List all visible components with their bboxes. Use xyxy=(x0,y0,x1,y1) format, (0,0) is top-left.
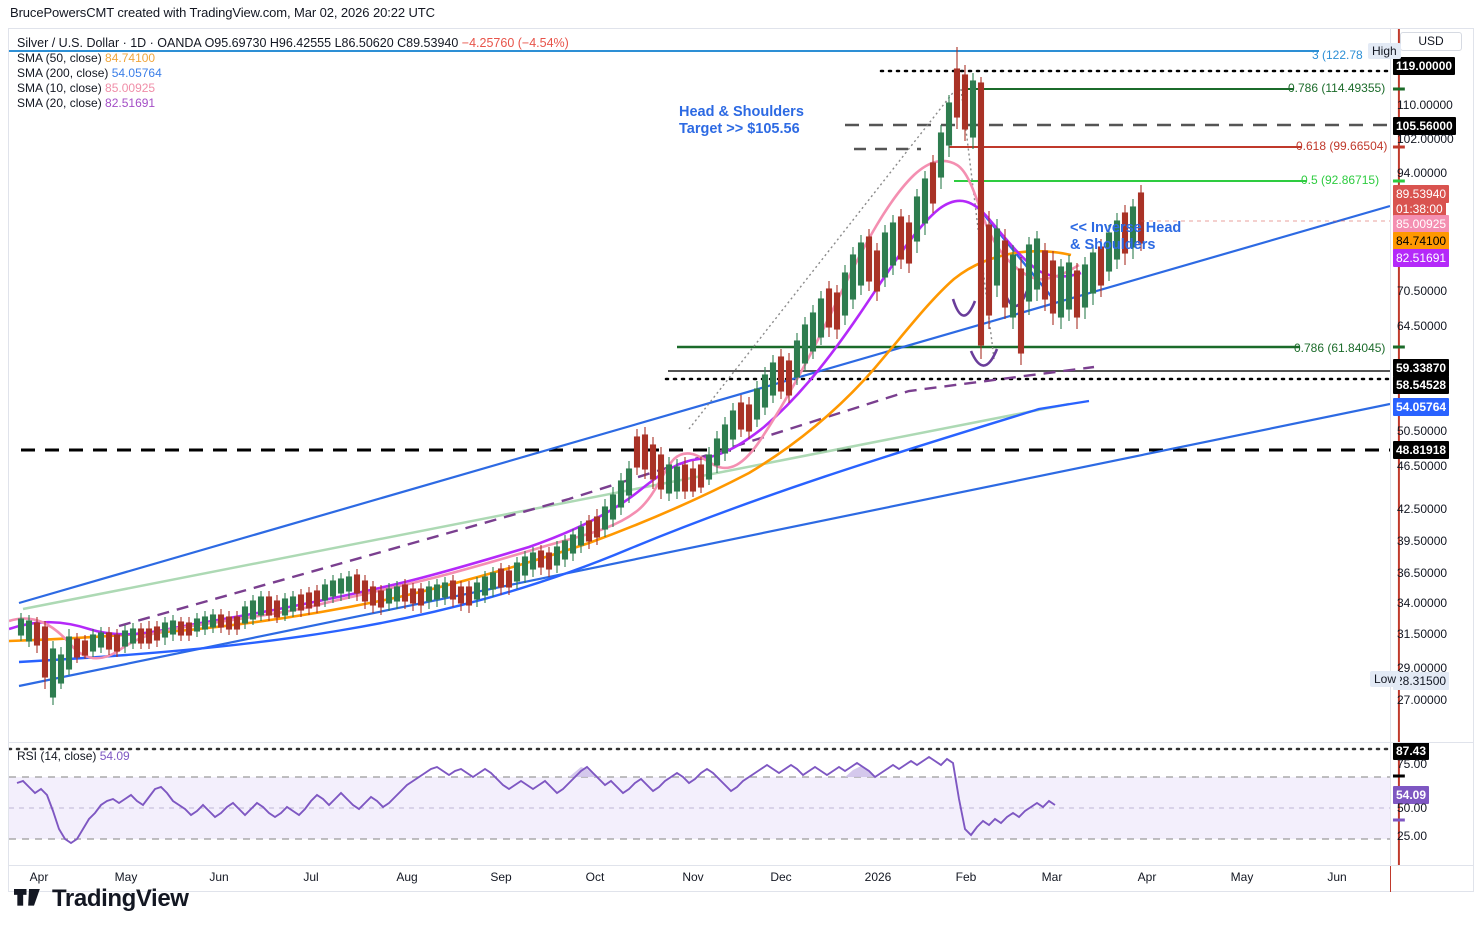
arc-left-shoulder xyxy=(951,298,977,317)
rsi-legend-value: 54.09 xyxy=(99,749,130,763)
candlestick-series xyxy=(17,47,1145,705)
trendline-purple-dashed xyxy=(118,365,1095,628)
sma-20-line xyxy=(9,199,1082,636)
time-label-mar: Mar xyxy=(1041,870,1063,884)
price-tick-705: 70.50000 xyxy=(1397,284,1448,298)
fib-label-05: 0.5 (92.86715) xyxy=(1301,173,1380,187)
currency-badge[interactable]: USD xyxy=(1400,32,1462,51)
price-tick-110: 110.00000 xyxy=(1397,98,1453,112)
price-chart-canvas xyxy=(9,47,1390,705)
price-tick-27: 27.00000 xyxy=(1397,693,1448,707)
price-tick-34: 34.00000 xyxy=(1397,596,1448,610)
rsi-chart-canvas xyxy=(9,747,1390,845)
fib-label-0618: 0.618 (99.66504) xyxy=(1296,139,1388,153)
arc-head xyxy=(969,348,999,367)
rsi-tick-value: 54.09 xyxy=(1393,786,1430,804)
rsi-overbought-zone-2 xyxy=(845,766,875,777)
time-label-may-2: May xyxy=(1230,870,1254,884)
note-hs-target[interactable]: Head & Shoulders Target >> $105.56 xyxy=(679,104,804,138)
trendline-lower-channel xyxy=(18,402,1390,688)
price-tick-29: 29.00000 xyxy=(1397,661,1448,675)
rsi-legend-label: RSI (14, close) xyxy=(17,749,97,763)
time-label-oct: Oct xyxy=(585,870,605,884)
fib-label-0786-lower: 0.786 (61.84045) xyxy=(1294,341,1386,355)
trendline-upper-channel xyxy=(18,204,1390,605)
tradingview-wordmark: TradingView xyxy=(52,885,189,912)
price-tick-505: 50.50000 xyxy=(1397,424,1448,438)
time-label-apr-2: Apr xyxy=(1137,870,1157,884)
time-label-sep: Sep xyxy=(490,870,512,884)
price-tick-465: 46.50000 xyxy=(1397,459,1448,473)
pane-divider[interactable] xyxy=(9,742,1473,743)
rsi-line xyxy=(16,755,1056,845)
time-label-may-1: May xyxy=(114,870,138,884)
tradingview-mark-icon xyxy=(14,889,40,906)
note-hs-target-line1: Head & Shoulders xyxy=(679,104,804,120)
tradingview-logo[interactable]: TradingView xyxy=(14,885,189,913)
price-axis[interactable]: USD 119.00000 110.00000 105.56000 102.00… xyxy=(1390,29,1473,865)
price-tick-94: 94.00000 xyxy=(1397,166,1448,180)
time-label-dec: Dec xyxy=(770,870,792,884)
time-label-2026: 2026 xyxy=(864,870,892,884)
time-label-feb: Feb xyxy=(955,870,977,884)
axis-pane-divider xyxy=(1390,742,1473,743)
rsi-tick-8743: 87.43 xyxy=(1393,742,1430,760)
time-label-jul: Jul xyxy=(303,870,319,884)
note-inverse-hs[interactable]: << Inverse Head & Shoulders xyxy=(1070,220,1181,254)
price-tick-4882: 48.81918 xyxy=(1393,441,1450,459)
price-tick-5934: 59.33870 xyxy=(1393,359,1450,377)
price-tick-645: 64.50000 xyxy=(1397,319,1448,333)
low-flag: Low xyxy=(1370,671,1401,687)
rsi-pane[interactable]: RSI (14, close) 54.09 xyxy=(9,743,1390,865)
attribution-text: BrucePowersCMT created with TradingView.… xyxy=(10,5,435,20)
price-tick-425: 42.50000 xyxy=(1397,502,1448,516)
fib-label-3: 3 (122.78 xyxy=(1312,48,1363,62)
time-label-jun-1: Jun xyxy=(209,870,229,884)
price-tick-countdown: 01:38:00 xyxy=(1393,200,1446,218)
rsi-legend[interactable]: RSI (14, close) 54.09 xyxy=(17,749,130,763)
price-tick-sma200: 54.05764 xyxy=(1393,398,1450,416)
rsi-tick-25: 25.00 xyxy=(1397,829,1428,843)
rsi-tick-50: 50.00 xyxy=(1397,801,1428,815)
time-axis-now-marker xyxy=(1390,866,1391,892)
time-label-apr-1: Apr xyxy=(29,870,49,884)
price-tick-5855: 58.54528 xyxy=(1393,376,1450,394)
note-inverse-hs-line1: << Inverse Head xyxy=(1070,220,1182,236)
price-tick-low: 28.31500 xyxy=(1393,672,1450,690)
price-tick-365: 36.50000 xyxy=(1397,566,1448,580)
rsi-tick-75: 75.00 xyxy=(1397,757,1428,771)
price-tick-102: 102.00000 xyxy=(1397,132,1454,146)
time-label-jun-2: Jun xyxy=(1327,870,1347,884)
note-inverse-hs-line2: & Shoulders xyxy=(1070,237,1156,253)
price-tick-395: 39.50000 xyxy=(1397,534,1448,548)
sma-200-line xyxy=(18,399,1090,664)
price-tick-10556: 105.56000 xyxy=(1393,117,1456,135)
chart-frame: Silver / U.S. Dollar · 1D · OANDA O95.69… xyxy=(8,28,1474,866)
price-pane[interactable]: Silver / U.S. Dollar · 1D · OANDA O95.69… xyxy=(9,29,1390,742)
price-tick-current: 89.53940 xyxy=(1393,185,1450,203)
high-flag: High xyxy=(1368,43,1401,59)
time-label-aug: Aug xyxy=(396,870,418,884)
price-tick-sma20: 82.51691 xyxy=(1393,249,1450,267)
time-label-nov: Nov xyxy=(682,870,704,884)
price-tick-sma10: 85.00925 xyxy=(1393,215,1450,233)
time-axis[interactable]: Apr May Jun Jul Aug Sep Oct Nov Dec 2026… xyxy=(8,866,1474,892)
price-tick-119: 119.00000 xyxy=(1393,57,1456,75)
price-tick-315: 31.50000 xyxy=(1397,627,1448,641)
note-hs-target-line2: Target >> $105.56 xyxy=(679,121,800,137)
fib-label-0786-upper: 0.786 (114.49355) xyxy=(1288,81,1386,95)
price-tick-sma50: 84.74100 xyxy=(1393,232,1450,250)
